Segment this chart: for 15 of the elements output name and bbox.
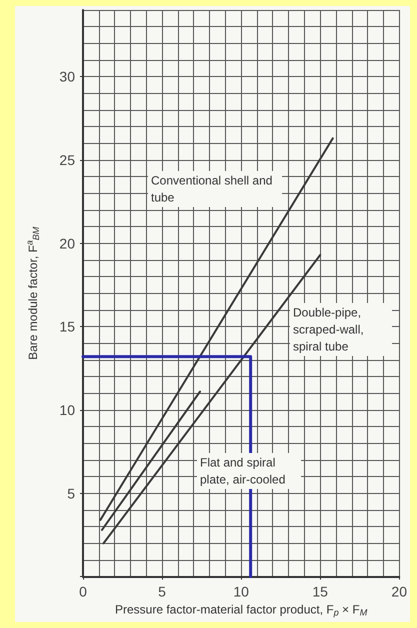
y-tick-label: 15 (59, 318, 76, 335)
x-tick-label: 15 (312, 584, 328, 600)
y-tick-label: 30 (59, 68, 76, 85)
annotation: Double-pipe, scraped-wall, spiral tube (293, 306, 368, 354)
annotation: Flat and spiral plate, air-cooled (200, 456, 286, 486)
y-tick-label: 5 (67, 485, 76, 502)
x-tick-label: 5 (158, 584, 166, 600)
y-tick-label: 25 (59, 152, 76, 168)
y-tick-label: 10 (59, 402, 76, 418)
x-tick-label: 20 (391, 584, 408, 600)
y-tick-label: 20 (59, 235, 76, 252)
y-axis-title: Bare module factor, FaBM (24, 226, 41, 360)
x-tick-label: 0 (79, 584, 88, 600)
x-tick-label: 10 (233, 584, 250, 600)
annotation: Conventional shell and tube (151, 174, 276, 204)
